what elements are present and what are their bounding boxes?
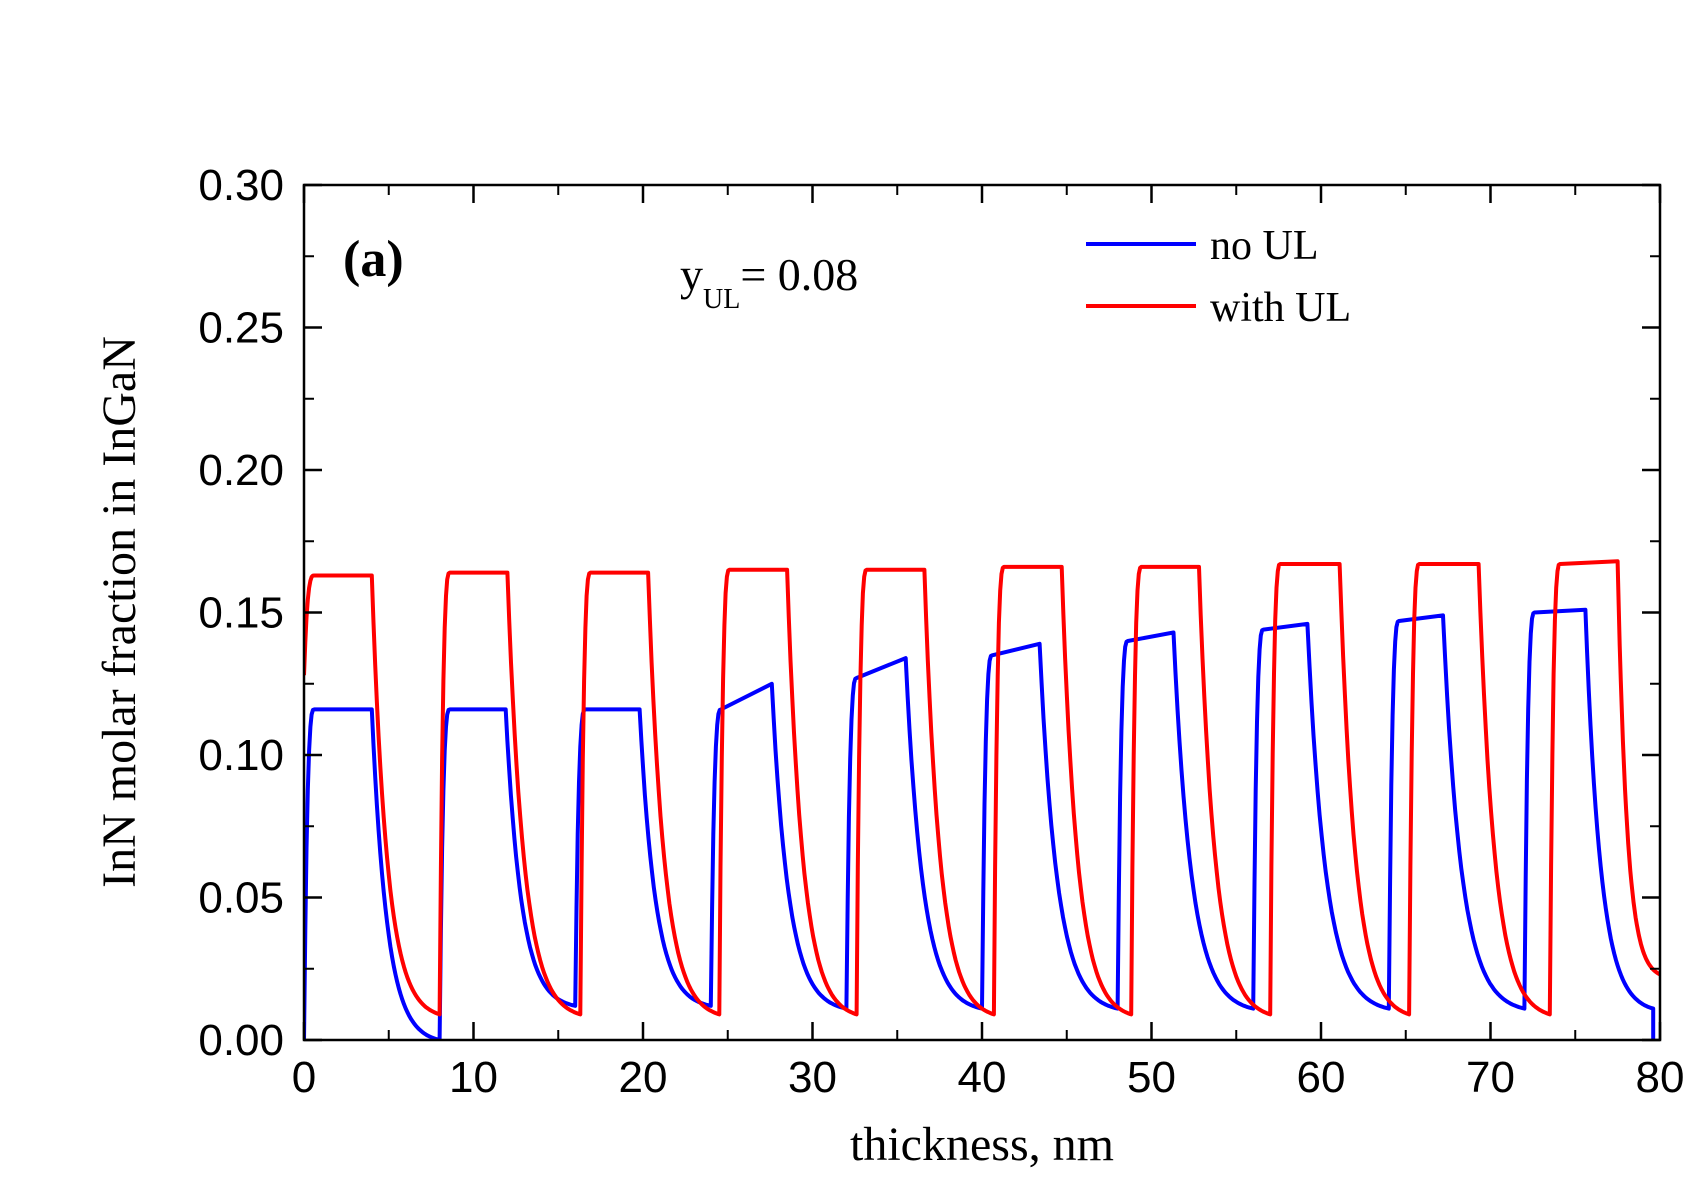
y-tick-label: 0.00 (198, 1016, 284, 1065)
series-layer (304, 559, 1660, 1040)
x-tick-label: 40 (958, 1053, 1007, 1102)
y-axis-title: InN molar fraction in InGaN (93, 336, 146, 888)
annotation: yUL= 0.08 (680, 249, 858, 315)
series-line-no-ul (304, 607, 1656, 1040)
legend: no UL with UL (1086, 223, 1351, 331)
annotation-subscript: UL (703, 284, 740, 315)
y-tick-label: 0.30 (198, 161, 284, 210)
panel-label: (a) (343, 231, 404, 288)
y-tick-label: 0.15 (198, 589, 284, 638)
tick-labels-layer: 0 10 20 30 40 50 60 70 80 0.00 0.05 0.10 0.15 0.20 0.2… (198, 161, 1684, 1102)
x-tick-label: 70 (1466, 1053, 1515, 1102)
x-tick-label: 20 (619, 1053, 668, 1102)
x-tick-label: 10 (449, 1053, 498, 1102)
y-tick-label: 0.25 (198, 304, 284, 353)
y-tick-label: 0.10 (198, 731, 284, 780)
x-axis-title: thickness, nm (850, 1118, 1114, 1171)
y-tick-label: 0.20 (198, 446, 284, 495)
x-tick-label: 60 (1297, 1053, 1346, 1102)
series-line-with-ul (304, 559, 1660, 1017)
legend-label-no-ul: no UL (1210, 223, 1319, 269)
annotation-rest: = 0.08 (740, 249, 858, 300)
x-tick-label: 50 (1127, 1053, 1176, 1102)
x-tick-label: 30 (788, 1053, 837, 1102)
ticks-layer (302, 183, 1662, 1042)
x-tick-label: 80 (1636, 1053, 1685, 1102)
y-tick-label: 0.05 (198, 874, 284, 923)
legend-label-with-ul: with UL (1210, 285, 1351, 331)
annotation-main: y (680, 249, 703, 300)
x-tick-label: 0 (292, 1053, 316, 1102)
